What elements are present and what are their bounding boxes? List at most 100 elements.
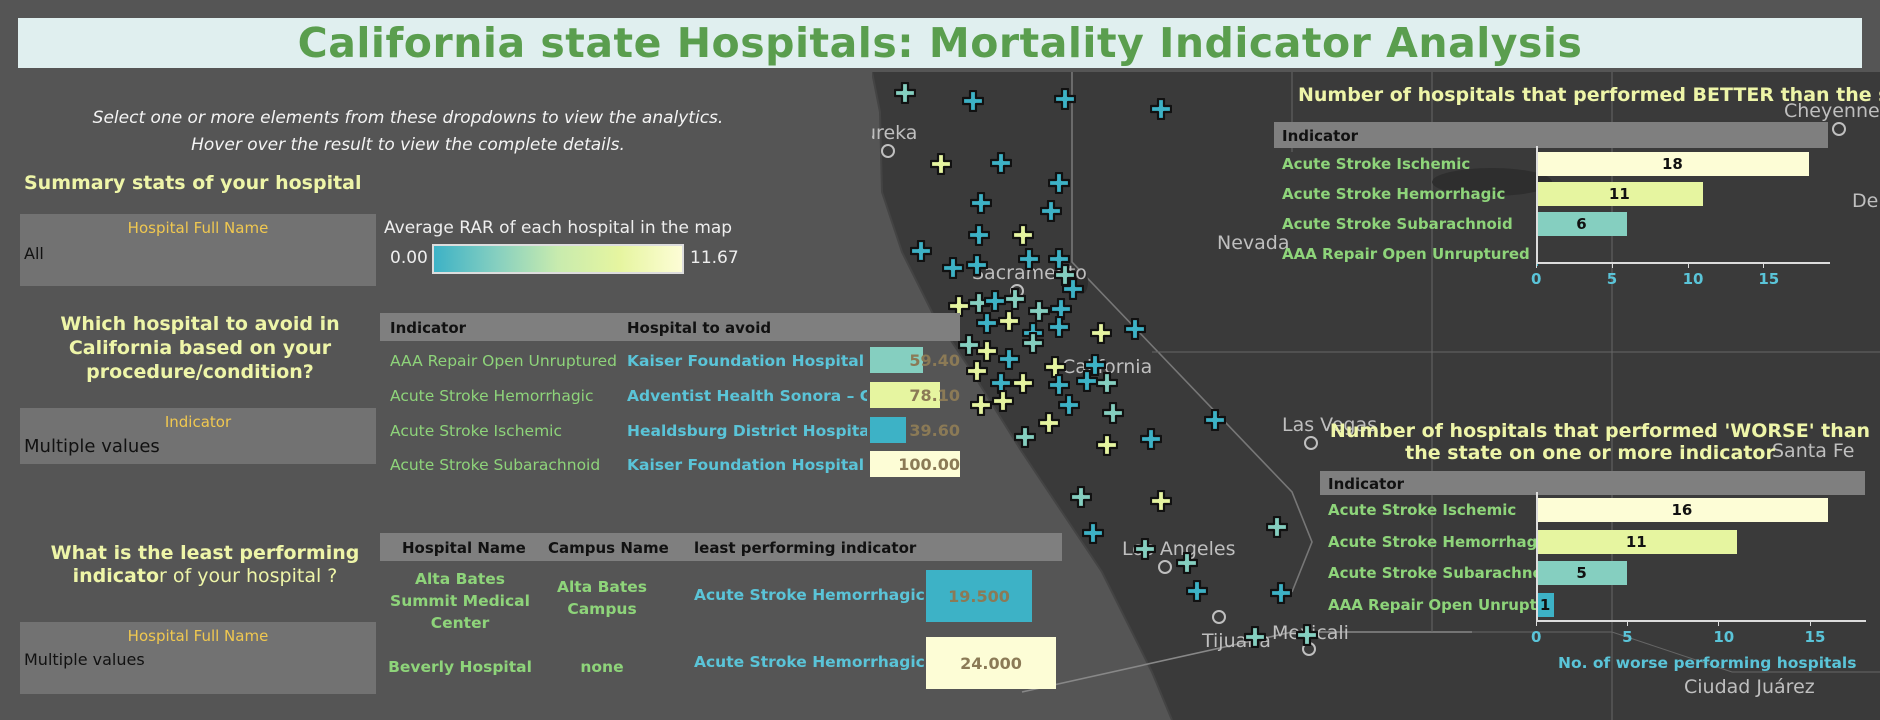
hospital-name-filter-2-label: Hospital Full Name [127, 627, 269, 645]
avoid-row-value: 78.10 [909, 385, 960, 405]
hospital-marker-icon[interactable] [1095, 433, 1119, 457]
better-bar-value: 11 [1608, 185, 1630, 203]
hospital-marker-icon[interactable] [1047, 315, 1071, 339]
hospital-marker-icon[interactable] [1185, 579, 1209, 603]
least-row-hospital[interactable]: Beverly Hospital [380, 656, 540, 678]
hospital-marker-icon[interactable] [1021, 331, 1045, 355]
hospital-marker-icon[interactable] [1017, 247, 1041, 271]
hospital-marker-icon[interactable] [1149, 489, 1173, 513]
avoid-row-bar[interactable] [870, 382, 940, 408]
hospital-marker-icon[interactable] [1123, 317, 1147, 341]
hospital-marker-icon[interactable] [975, 311, 999, 335]
hospital-marker-icon[interactable] [1139, 427, 1163, 451]
hospital-marker-icon[interactable] [1133, 537, 1157, 561]
avoid-row-bar[interactable] [870, 417, 906, 443]
hospital-marker-icon[interactable] [1037, 411, 1061, 435]
hospital-marker-icon[interactable] [1069, 485, 1093, 509]
hospital-marker-icon[interactable] [1011, 371, 1035, 395]
hospital-marker-icon[interactable] [1081, 521, 1105, 545]
hospital-marker-icon[interactable] [983, 289, 1007, 313]
hospital-marker-icon[interactable] [1013, 425, 1037, 449]
hospital-marker-icon[interactable] [957, 333, 981, 357]
hospital-marker-icon[interactable] [929, 152, 953, 176]
hospital-marker-icon[interactable] [1203, 408, 1227, 432]
hospital-name-filter[interactable]: Hospital Full Name All [20, 214, 376, 286]
hospital-marker-icon[interactable] [965, 359, 989, 383]
hospital-marker-icon[interactable] [909, 239, 933, 263]
avoid-col-hospital: Hospital to avoid [627, 319, 772, 337]
better-chart-header: Indicator [1274, 122, 1828, 148]
legend-title: Average RAR of each hospital in the map [384, 218, 733, 238]
hospital-marker-icon[interactable] [1011, 223, 1035, 247]
hospital-marker-icon[interactable] [967, 291, 991, 315]
hospital-marker-icon[interactable] [1083, 353, 1107, 377]
indicator-filter-value[interactable]: Multiple values [24, 436, 160, 457]
least-row-value[interactable]: 24.000 [926, 637, 1056, 689]
least-row-campus-line: none [580, 658, 624, 676]
hospital-marker-icon[interactable] [1057, 393, 1081, 417]
avoid-row-hospital[interactable]: Adventist Health Sonora – Gre.. [627, 387, 867, 405]
hospital-marker-icon[interactable] [997, 309, 1021, 333]
hospital-marker-icon[interactable] [893, 81, 917, 105]
avoid-row-bar[interactable] [870, 451, 960, 477]
better-bar[interactable]: 18 [1536, 152, 1809, 176]
avoid-row-indicator: AAA Repair Open Unruptured [390, 352, 617, 370]
worse-chart-title-2: the state on one or more indicator [1405, 442, 1775, 464]
hospital-marker-icon[interactable] [991, 389, 1015, 413]
hospital-marker-icon[interactable] [1061, 277, 1085, 301]
hospital-marker-icon[interactable] [1149, 97, 1173, 121]
better-bar-label: Acute Stroke Hemorrhagic [1282, 185, 1506, 203]
worse-chart-title-1: Number of hospitals that performed 'WORS… [1329, 420, 1871, 442]
hospital-marker-icon[interactable] [967, 223, 991, 247]
worse-bar[interactable]: 5 [1536, 561, 1628, 585]
least-row-hospital[interactable]: Alta Bates Summit Medical Center [380, 568, 540, 634]
hospital-marker-icon[interactable] [1053, 87, 1077, 111]
hospital-marker-icon[interactable] [947, 294, 971, 318]
avoid-row-hospital[interactable]: Kaiser Foundation Hospital – .. [627, 456, 867, 474]
hospital-marker-icon[interactable] [1047, 171, 1071, 195]
avoid-row-hospital[interactable]: Kaiser Foundation Hospital – .. [627, 352, 867, 370]
hospital-marker-icon[interactable] [1095, 371, 1119, 395]
hospital-name-filter-value[interactable]: All [24, 244, 44, 263]
hospital-marker-icon[interactable] [941, 256, 965, 280]
better-bar[interactable]: 11 [1536, 182, 1703, 206]
worse-bar[interactable]: 11 [1536, 529, 1737, 554]
indicator-filter-label: Indicator [164, 413, 232, 431]
hospital-marker-icon[interactable] [969, 393, 993, 417]
hospital-marker-icon[interactable] [1101, 401, 1125, 425]
hospital-marker-icon[interactable] [997, 347, 1021, 371]
better-bar[interactable]: 6 [1536, 212, 1627, 236]
least-row-value[interactable]: 19.500 [926, 570, 1032, 622]
least-row-campus: none [540, 656, 664, 678]
worse-bar[interactable]: 16 [1536, 498, 1828, 522]
hospital-marker-icon[interactable] [1243, 625, 1267, 649]
hospital-marker-icon[interactable] [1269, 581, 1293, 605]
indicator-filter[interactable]: Indicator Multiple values [20, 408, 376, 464]
hospital-marker-icon[interactable] [961, 89, 985, 113]
avoid-row-bar[interactable] [870, 347, 923, 373]
hospital-marker-icon[interactable] [1295, 623, 1319, 647]
hospital-marker-icon[interactable] [965, 253, 989, 277]
hospital-marker-icon[interactable] [1003, 287, 1027, 311]
worse-bar[interactable]: 1 [1536, 592, 1555, 617]
avoid-row-indicator: Acute Stroke Hemorrhagic [390, 387, 594, 405]
hospital-marker-icon[interactable] [1175, 551, 1199, 575]
hospital-marker-icon[interactable] [989, 151, 1013, 175]
hospital-marker-icon[interactable] [1049, 297, 1073, 321]
avoid-row-hospital[interactable]: Healdsburg District Hospital [627, 422, 867, 440]
hospital-marker-icon[interactable] [1265, 515, 1289, 539]
hospital-marker-icon[interactable] [1027, 299, 1051, 323]
least-row-indicator: Acute Stroke Hemorrhagic [694, 653, 925, 671]
hospital-marker-icon[interactable] [1075, 369, 1099, 393]
hospital-marker-icon[interactable] [1089, 321, 1113, 345]
worse-bar-label: Acute Stroke Ischemic [1328, 501, 1517, 519]
hospital-map[interactable]: Eureka Sacramento Nevada California Las … [872, 72, 1880, 720]
hospital-marker-icon[interactable] [1047, 373, 1071, 397]
hospital-marker-icon[interactable] [1039, 199, 1063, 223]
least-row-campus: Alta Bates Campus [540, 576, 664, 620]
avoid-col-indicator: Indicator [390, 319, 467, 337]
hospital-marker-icon[interactable] [975, 339, 999, 363]
hospital-name-filter-2[interactable]: Hospital Full Name Multiple values [20, 622, 376, 694]
hospital-name-filter-2-value[interactable]: Multiple values [24, 650, 145, 669]
hospital-marker-icon[interactable] [969, 191, 993, 215]
